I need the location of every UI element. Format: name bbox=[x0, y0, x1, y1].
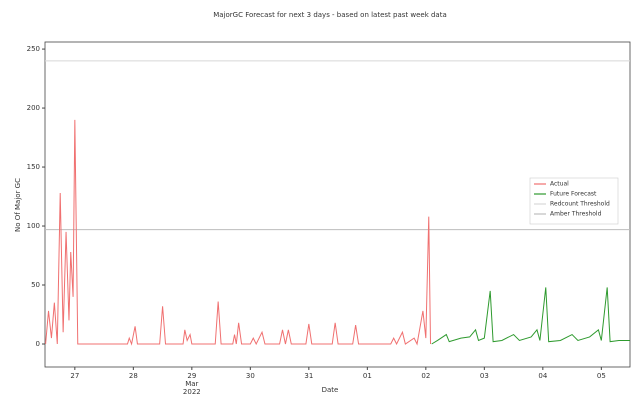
legend-label: Actual bbox=[550, 181, 569, 188]
y-tick-label: 50 bbox=[31, 281, 40, 289]
legend-label: Redcount Threshold bbox=[550, 201, 610, 208]
x-tick-label: 01 bbox=[363, 372, 372, 380]
y-tick-label: 0 bbox=[36, 340, 40, 348]
x-axis-label: Date bbox=[322, 386, 339, 394]
x-tick-label: 30 bbox=[246, 372, 255, 380]
y-tick-label: 150 bbox=[27, 163, 40, 171]
plot-frame bbox=[44, 41, 631, 368]
y-axis-label: No Of Major GC bbox=[14, 178, 22, 232]
x-tick-label: 27 bbox=[70, 372, 79, 380]
x-tick-label: 02 bbox=[421, 372, 430, 380]
x-tick-label: 03 bbox=[480, 372, 489, 380]
x-tick-label: 04 bbox=[538, 372, 547, 380]
series-line bbox=[45, 119, 432, 346]
legend-label: Future Forecast bbox=[550, 191, 597, 198]
x-tick-label: 31 bbox=[304, 372, 313, 380]
chart-title: MajorGC Forecast for next 3 days - based… bbox=[213, 11, 447, 19]
x-tick-label: 28 bbox=[129, 372, 138, 380]
x-tick-label: 05 bbox=[597, 372, 606, 380]
y-tick-label: 250 bbox=[27, 45, 40, 53]
series-line bbox=[431, 287, 630, 345]
legend-label: Amber Threshold bbox=[550, 211, 602, 218]
legend-box bbox=[529, 177, 619, 225]
y-tick-label: 200 bbox=[27, 104, 40, 112]
y-tick-label: 100 bbox=[27, 222, 40, 230]
x-tick-label: 29 Mar 2022 bbox=[183, 372, 201, 396]
